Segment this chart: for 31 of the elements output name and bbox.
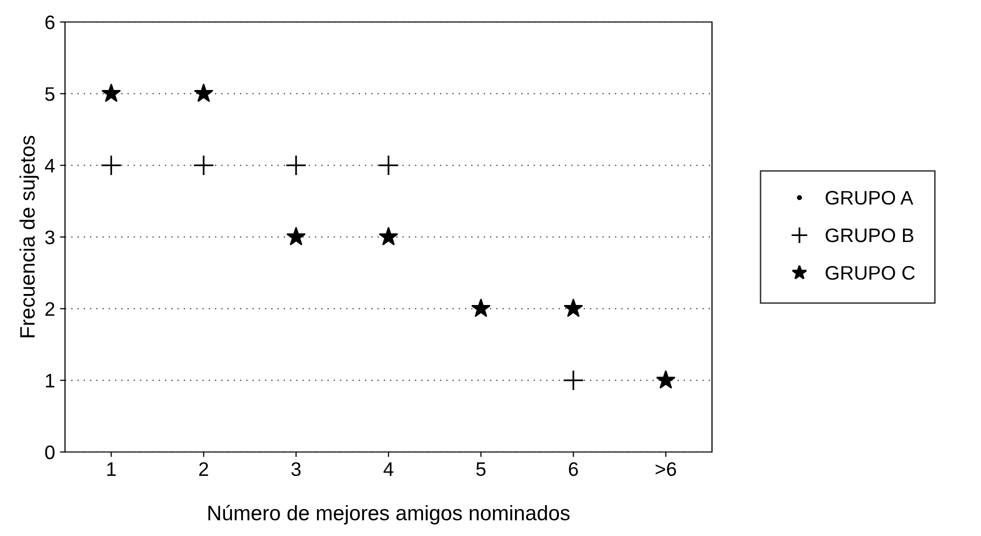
x-tick-label: >6 xyxy=(656,462,676,476)
y-tick-label: 6 xyxy=(45,15,54,30)
y-tick-label: 0 xyxy=(45,445,55,460)
y-axis-title: Frecuencia de sujetos xyxy=(19,136,39,338)
y-tick-label: 1 xyxy=(46,374,54,388)
point xyxy=(193,154,214,176)
point xyxy=(286,154,307,176)
x-tick-label: 4 xyxy=(384,462,394,476)
point xyxy=(194,84,214,102)
x-tick-label: 1 xyxy=(107,462,116,476)
point xyxy=(379,227,398,246)
y-tick-label: 2 xyxy=(45,302,54,316)
x-tick-label: 6 xyxy=(568,462,578,476)
x-tick-label: 3 xyxy=(291,462,301,476)
y-tick-label: 5 xyxy=(45,87,54,101)
y-tick-label: 4 xyxy=(44,159,55,172)
legend-label: GRUPO A xyxy=(826,190,914,205)
point xyxy=(102,84,121,102)
legend-label: GRUPO B xyxy=(826,228,914,242)
point xyxy=(562,370,584,391)
point xyxy=(472,298,490,317)
point xyxy=(100,154,122,176)
x-tick-label: 5 xyxy=(476,462,486,476)
point xyxy=(564,298,583,317)
y-tick-label: 3 xyxy=(45,230,54,244)
x-axis-title: Número de mejores amigos nominados xyxy=(208,504,570,525)
x-tick-label: 2 xyxy=(199,462,208,476)
point xyxy=(286,227,306,246)
point xyxy=(378,154,400,176)
legend-label: GRUPO C xyxy=(826,266,915,280)
point xyxy=(656,370,676,388)
